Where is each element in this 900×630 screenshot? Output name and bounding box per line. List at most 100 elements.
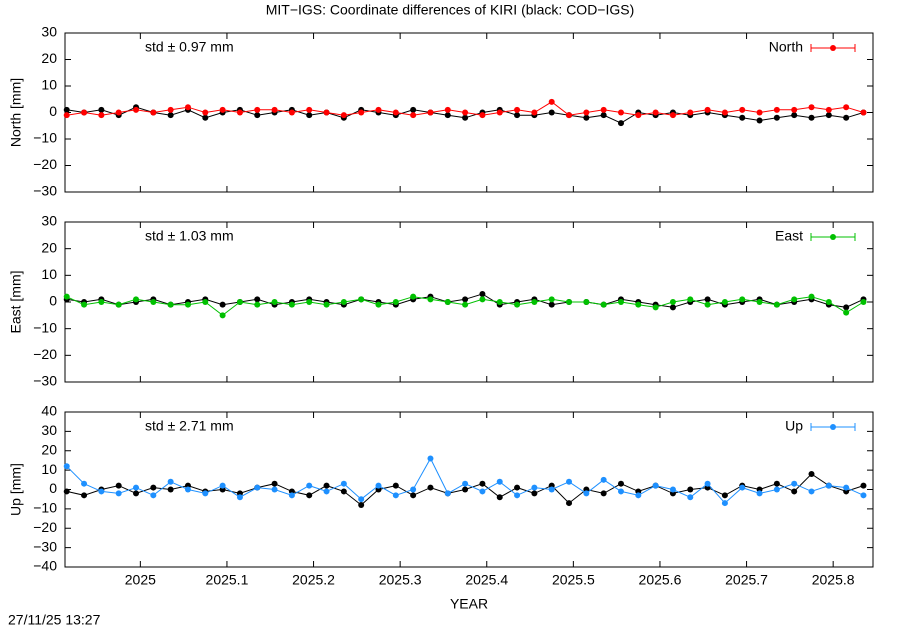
data-point xyxy=(410,492,417,499)
data-point xyxy=(479,488,486,495)
data-point xyxy=(184,486,191,493)
data-point xyxy=(444,106,451,113)
data-point xyxy=(652,109,659,116)
data-point xyxy=(427,484,434,491)
y-tick-label: 20 xyxy=(41,441,57,457)
data-point xyxy=(739,484,746,491)
data-point xyxy=(462,301,469,308)
data-point xyxy=(150,109,157,116)
data-point xyxy=(566,299,573,305)
data-point xyxy=(150,492,157,499)
data-point xyxy=(808,471,815,477)
x-tick-label: 2025.4 xyxy=(465,572,508,588)
x-axis-label: YEAR xyxy=(450,596,488,612)
y-tick-label: −30 xyxy=(33,538,57,554)
y-tick-label: 20 xyxy=(41,50,57,66)
data-point xyxy=(583,299,590,305)
data-point xyxy=(566,112,573,119)
data-point xyxy=(669,304,676,311)
data-point xyxy=(254,484,261,491)
data-point xyxy=(669,486,676,493)
data-point xyxy=(566,500,573,507)
y-tick-label: −20 xyxy=(33,346,57,362)
data-point xyxy=(167,486,174,493)
data-point xyxy=(548,486,555,493)
data-point xyxy=(496,109,503,116)
data-point xyxy=(81,480,88,487)
data-point xyxy=(635,112,642,119)
y-tick-label: −20 xyxy=(33,156,57,172)
data-point xyxy=(635,492,642,499)
data-point xyxy=(323,301,330,308)
y-tick-label: 0 xyxy=(49,103,57,119)
data-point xyxy=(133,490,140,497)
legend-label: East xyxy=(775,228,803,244)
x-tick-label: 2025.5 xyxy=(552,572,595,588)
x-tick-label: 2025.8 xyxy=(812,572,855,588)
data-point xyxy=(271,486,278,493)
data-point xyxy=(825,299,832,305)
data-point xyxy=(825,106,832,113)
data-point xyxy=(236,299,243,305)
data-point xyxy=(340,112,347,119)
data-point xyxy=(444,112,451,119)
x-tick-label: 2025.3 xyxy=(379,572,422,588)
data-point xyxy=(791,480,798,487)
data-point xyxy=(514,112,521,119)
data-point xyxy=(739,296,746,303)
data-point xyxy=(860,109,867,116)
data-point xyxy=(254,301,261,308)
data-point xyxy=(340,299,347,305)
data-point xyxy=(444,490,451,497)
data-point xyxy=(306,482,313,489)
data-point xyxy=(808,488,815,495)
data-point xyxy=(687,296,694,303)
data-point xyxy=(392,109,399,116)
annotation: std ± 2.71 mm xyxy=(145,418,234,434)
data-point xyxy=(843,484,850,491)
data-point xyxy=(548,296,555,303)
data-point xyxy=(323,488,330,495)
data-point xyxy=(496,299,503,305)
data-point xyxy=(375,482,382,489)
data-point xyxy=(271,480,278,487)
data-point xyxy=(843,104,850,111)
annotation: std ± 0.97 mm xyxy=(145,39,234,55)
data-point xyxy=(323,482,330,489)
data-point xyxy=(617,109,624,116)
data-point xyxy=(392,492,399,499)
data-point xyxy=(133,484,140,491)
legend-marker xyxy=(830,234,836,240)
data-point xyxy=(773,106,780,113)
x-tick-label: 2025 xyxy=(125,572,156,588)
data-point xyxy=(81,109,88,116)
data-point xyxy=(340,480,347,487)
data-point xyxy=(63,463,70,470)
y-tick-label: −10 xyxy=(33,130,57,146)
data-point xyxy=(167,478,174,485)
y-tick-label: −40 xyxy=(33,558,57,574)
data-point xyxy=(81,301,88,308)
data-point xyxy=(63,293,70,300)
data-point xyxy=(773,486,780,493)
y-tick-label: −10 xyxy=(33,319,57,335)
data-point xyxy=(375,106,382,113)
data-point xyxy=(63,488,70,495)
data-point xyxy=(652,482,659,489)
data-point xyxy=(375,301,382,308)
data-point xyxy=(721,109,728,116)
data-point xyxy=(115,490,122,497)
data-point xyxy=(202,299,209,305)
data-point xyxy=(184,301,191,308)
data-point xyxy=(583,114,590,121)
data-point xyxy=(462,114,469,121)
data-point xyxy=(721,492,728,499)
data-point xyxy=(288,301,295,308)
data-point xyxy=(791,112,798,119)
data-point xyxy=(669,112,676,119)
data-point xyxy=(531,109,538,116)
data-point xyxy=(704,106,711,113)
timestamp: 27/11/25 13:27 xyxy=(8,612,101,628)
data-point xyxy=(358,296,365,303)
data-point xyxy=(791,106,798,113)
